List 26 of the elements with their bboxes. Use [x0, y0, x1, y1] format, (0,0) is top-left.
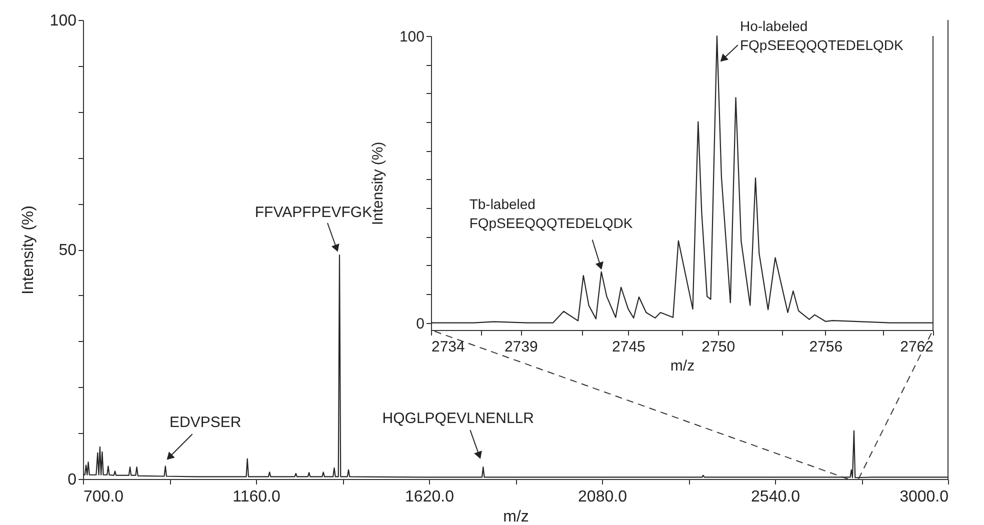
- x-tick-label: 2080.0: [578, 488, 628, 506]
- y-tick-label: 0: [416, 315, 424, 332]
- annotation: Tb-labeled FQpSEEQQQTEDELQDK: [469, 196, 634, 231]
- x-tick-label: 700.0: [84, 488, 124, 506]
- annotation: EDVPSER: [170, 414, 242, 432]
- x-tick-label: 2750: [702, 338, 736, 356]
- x-tick-label: 2540.0: [751, 488, 800, 506]
- x-tick-label: 2734: [432, 338, 465, 356]
- y-tick-label: 100: [50, 12, 77, 30]
- x-tick-label: 3000.0: [900, 488, 949, 506]
- x-tick-label: 1620.0: [405, 488, 454, 506]
- y-tick-label: 0: [68, 472, 77, 488]
- annotation: Ho-labeled FQpSEEQQQTEDELQDK: [740, 18, 904, 53]
- annotation: FFVAPFPEVFGK: [254, 204, 372, 222]
- x-axis-title: m/z: [670, 358, 695, 374]
- x-tick-label: 2745: [612, 338, 646, 356]
- y-axis-title: Intensity (%): [20, 206, 37, 294]
- x-tick-label: 1160.0: [232, 488, 280, 506]
- y-tick-label: 50: [58, 242, 77, 259]
- y-tick-label: 100: [399, 28, 424, 46]
- x-axis-title: m/z: [503, 508, 529, 525]
- x-tick-label: 2762: [900, 338, 934, 356]
- x-tick-label: 2739: [504, 338, 538, 356]
- x-tick-label: 2756: [809, 338, 843, 356]
- annotation: HQGLPQEVLNENLLR: [382, 410, 534, 428]
- line-series: [430, 35, 934, 324]
